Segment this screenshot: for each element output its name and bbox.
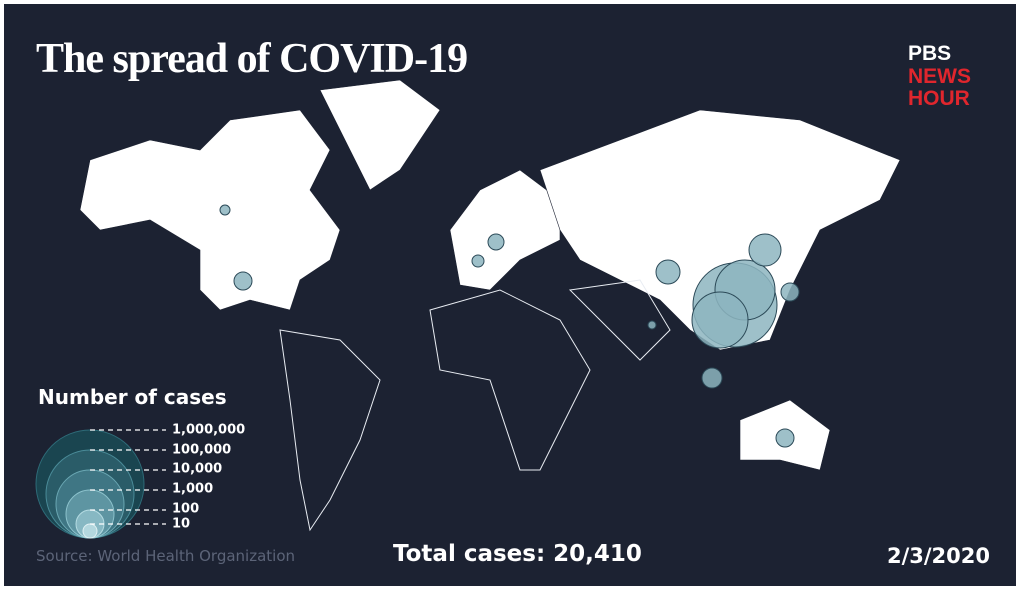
bubble [655,259,681,285]
bubble [647,320,657,330]
legend: Number of cases 1,000,000 100,000 10,000… [35,385,245,539]
legend-title: Number of cases [38,385,227,409]
bubble [471,254,485,268]
bubble [487,233,505,251]
legend-circle [82,523,98,539]
legend-label: 10,000 [172,462,222,477]
bubble [780,282,800,302]
logo-news: NEWS [908,65,971,88]
greenland [319,79,441,191]
bubble [691,291,749,349]
logo-hour: HOUR [908,87,970,110]
landmasses [79,79,901,532]
bubble [219,204,231,216]
legend-label: 1,000,000 [172,423,245,438]
logo-pbs: PBS [908,42,951,65]
north-america [79,109,341,311]
legend-label: 10 [172,517,190,532]
bubble [748,233,782,267]
title: The spread of COVID-19 [36,36,467,82]
legend-label: 100 [172,502,199,517]
total-cases: Total cases: 20,410 [393,541,642,567]
south-america [279,329,381,532]
legend-label: 1,000 [172,482,213,497]
legend-leaders [90,429,166,525]
bubble [775,428,795,448]
asia [539,109,901,351]
source: Source: World Health Organization [36,547,295,565]
africa [429,289,591,471]
bubble [233,271,253,291]
date: 2/3/2020 [887,544,990,568]
middle-east-india [568,279,671,361]
bubble [701,367,723,389]
case-bubbles [219,204,800,448]
legend-label: 100,000 [172,443,231,458]
